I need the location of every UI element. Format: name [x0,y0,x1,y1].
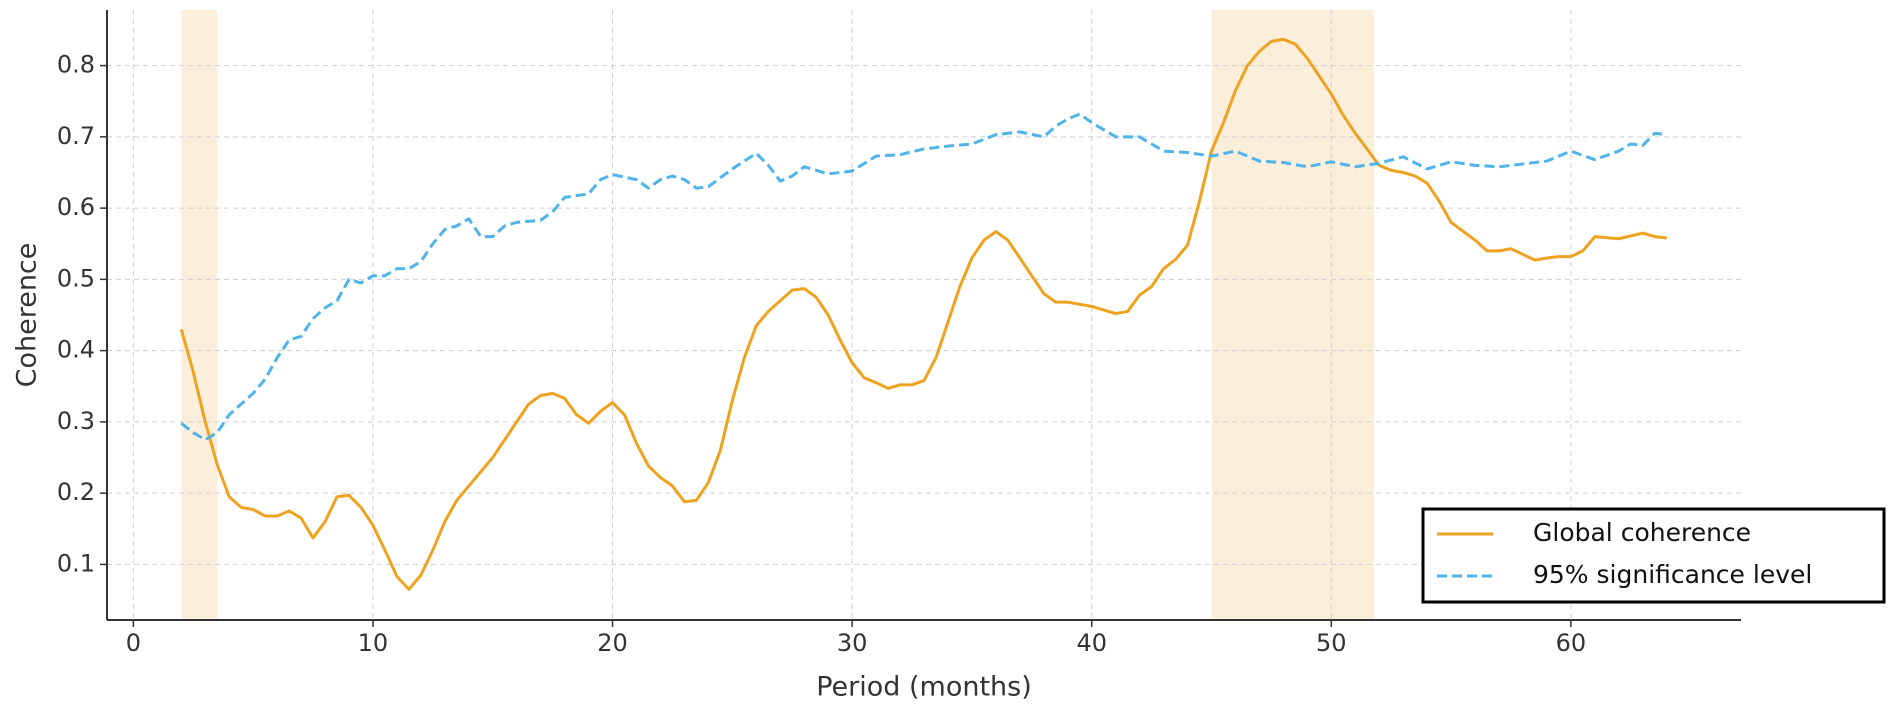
series-line [179,37,1667,591]
y-tick-label: 0.6 [57,193,95,221]
x-tick-label: 50 [1316,629,1347,657]
x-tick-label: 40 [1076,629,1107,657]
highlight-span [181,10,218,620]
series-line [180,112,1667,442]
x-tick-label: 0 [126,629,141,657]
x-tick-label: 60 [1556,629,1587,657]
y-tick-label: 0.3 [57,407,95,435]
legend-label: 95% significance level [1533,560,1812,589]
y-tick-label: 0.7 [57,122,95,150]
y-tick-label: 0.5 [57,264,95,292]
x-tick-label: 10 [358,629,389,657]
x-tick-label: 20 [597,629,628,657]
highlight-span [1211,10,1375,620]
y-tick-label: 0.2 [57,478,95,506]
legend-box [1421,507,1886,604]
y-tick-label: 0.1 [57,549,95,577]
y-tick-label: 0.8 [57,51,95,79]
y-tick-label: 0.4 [57,336,95,364]
x-tick-label: 30 [837,629,868,657]
legend-label: Global coherence [1533,518,1751,547]
y-axis-label: Coherence [12,243,43,388]
x-axis-label: Period (months) [816,672,1032,703]
